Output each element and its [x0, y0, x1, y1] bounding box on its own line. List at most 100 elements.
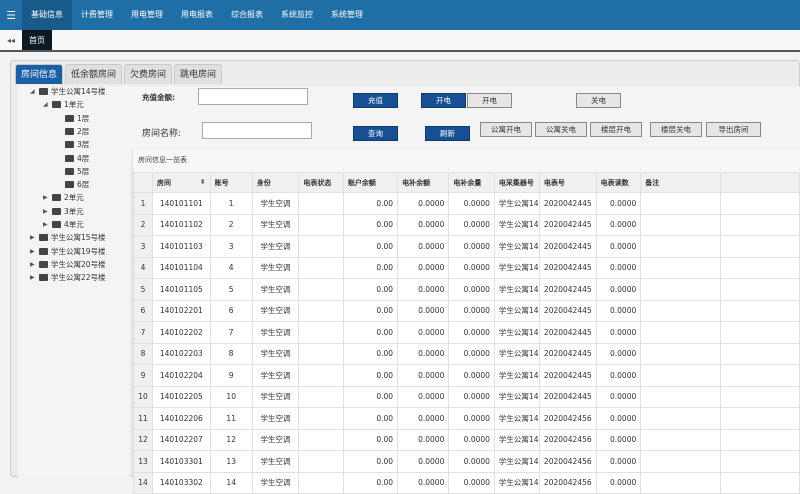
- tree-node[interactable]: ▶ 学生公寓22号楼: [30, 272, 106, 283]
- caret-right-icon[interactable]: ▶: [43, 194, 48, 202]
- table-row[interactable]: 41401011044学生空调0.000.00000.0000学生公寓14号20…: [133, 256, 800, 279]
- table-cell: 0.0000: [448, 471, 495, 494]
- column-header[interactable]: 电补余量: [448, 172, 495, 193]
- column-header[interactable]: 账户余额: [342, 172, 399, 193]
- tree-node[interactable]: ◢ 学生公寓14号楼: [30, 86, 106, 97]
- tree-node[interactable]: 2层: [56, 126, 89, 137]
- column-header[interactable]: 电采集器号: [493, 172, 540, 193]
- table-cell: 2: [209, 213, 253, 236]
- table-cell: 0.0000: [595, 364, 642, 387]
- tree-node[interactable]: 6层: [56, 179, 89, 190]
- power-off-button[interactable]: 关电: [576, 93, 621, 108]
- tree-node[interactable]: ◢ 1单元: [43, 99, 84, 110]
- table-cell: 0.0000: [448, 364, 495, 387]
- nav-item[interactable]: 综合报表: [231, 10, 263, 19]
- table-cell: 学生空调: [251, 213, 300, 236]
- table-row[interactable]: 71401022027学生空调0.000.00000.0000学生公寓14号20…: [133, 321, 800, 344]
- table-row[interactable]: 51401011055学生空调0.000.00000.0000学生公寓14号20…: [133, 278, 800, 301]
- tree-node[interactable]: ▶ 学生公寓20号楼: [30, 259, 106, 270]
- table-row[interactable]: 1414010330214学生空调0.000.00000.0000学生公寓14号…: [133, 471, 800, 494]
- column-header-label: 备注: [645, 178, 660, 187]
- export-rooms-button[interactable]: 导出房间: [706, 122, 761, 137]
- column-header[interactable]: 备注: [640, 172, 722, 193]
- caret-right-icon[interactable]: ▶: [30, 260, 35, 268]
- nav-item[interactable]: 基础信息: [22, 0, 72, 30]
- panel-tab[interactable]: 欠费房间: [124, 64, 173, 84]
- tree-node-label: 2单元: [64, 193, 84, 203]
- tree-node[interactable]: ▶ 4单元: [43, 219, 84, 230]
- tree-node[interactable]: 3层: [56, 139, 89, 150]
- column-header[interactable]: 账号: [209, 172, 253, 193]
- collapse-icon[interactable]: ◂◂: [6, 36, 16, 45]
- column-header[interactable]: 电补余额: [397, 172, 450, 193]
- tree-node[interactable]: ▶ 2单元: [43, 192, 84, 203]
- filler-cell: [720, 278, 800, 301]
- query-button[interactable]: 查询: [353, 126, 398, 141]
- nav-item[interactable]: 用电管理: [131, 10, 163, 19]
- table-cell: 12: [209, 428, 253, 451]
- panel-tab[interactable]: 房间信息: [15, 64, 64, 84]
- table-row[interactable]: 1114010220611学生空调0.000.00000.0000学生公寓14号…: [133, 407, 800, 430]
- table-row[interactable]: 31401011033学生空调0.000.00000.0000学生公寓14号20…: [133, 235, 800, 258]
- table-cell: [298, 450, 344, 473]
- table-row[interactable]: 1014010220510学生空调0.000.00000.0000学生公寓14号…: [133, 385, 800, 408]
- column-header[interactable]: 电表号: [538, 172, 597, 193]
- table-cell: 0.0000: [448, 213, 495, 236]
- caret-right-icon[interactable]: ▶: [43, 221, 48, 228]
- caret-right-icon[interactable]: ▶: [30, 247, 35, 255]
- table-row[interactable]: 91401022049学生空调0.000.00000.0000学生公寓14号20…: [133, 364, 800, 387]
- recharge-button[interactable]: 充值: [353, 93, 398, 108]
- nav-item[interactable]: 系统管理: [331, 10, 363, 19]
- table-cell: 学生公寓14号: [493, 192, 540, 215]
- table-row[interactable]: 81401022038学生空调0.000.00000.0000学生公寓14号20…: [133, 342, 800, 365]
- table-row[interactable]: 61401022016学生空调0.000.00000.0000学生公寓14号20…: [133, 299, 800, 322]
- filler-cell: [720, 192, 800, 215]
- table-cell: [640, 299, 722, 322]
- apartment-power-on-button[interactable]: 公寓开电: [480, 122, 532, 137]
- power-on-secondary-button[interactable]: 开电: [467, 93, 512, 108]
- table-cell: 0.0000: [595, 428, 642, 451]
- table-cell: 140102207: [151, 428, 211, 451]
- table-row[interactable]: 21401011022学生空调0.000.00000.0000学生公寓14号20…: [133, 213, 800, 236]
- column-header[interactable]: 电表读数: [595, 172, 642, 193]
- column-header[interactable]: 房间 ⬍: [151, 172, 211, 193]
- panel-tab[interactable]: 低余额房间: [65, 64, 123, 84]
- tree-node[interactable]: ▶ 学生公寓19号楼: [30, 246, 106, 257]
- panel-tab[interactable]: 跳电房间: [174, 64, 223, 84]
- caret-right-icon[interactable]: ▶: [30, 274, 35, 282]
- menu-icon[interactable]: ☰: [6, 8, 16, 22]
- table-cell: [640, 471, 722, 494]
- floor-power-off-button[interactable]: 楼层关电: [650, 122, 702, 137]
- apartment-power-off-button[interactable]: 公寓关电: [535, 122, 587, 137]
- tab-home[interactable]: 首页: [22, 30, 52, 50]
- tree-node[interactable]: 4层: [56, 153, 89, 164]
- table-cell: [298, 256, 344, 279]
- table-row[interactable]: 1314010330113学生空调0.000.00000.0000学生公寓14号…: [133, 450, 800, 473]
- table-cell: [298, 321, 344, 344]
- table-cell: 0.00: [342, 213, 399, 236]
- tree-node-label: 4层: [77, 153, 90, 163]
- floor-power-on-button[interactable]: 楼层开电: [590, 122, 642, 137]
- caret-right-icon[interactable]: ▶: [43, 207, 48, 215]
- caret-down-icon[interactable]: ◢: [43, 101, 48, 109]
- caret-down-icon[interactable]: ◢: [30, 88, 35, 95]
- nav-item[interactable]: 系统监控: [281, 10, 313, 19]
- caret-right-icon[interactable]: ▶: [30, 234, 35, 242]
- room-name-input[interactable]: [202, 122, 312, 139]
- column-header[interactable]: 身份: [251, 172, 300, 193]
- nav-item[interactable]: 计费管理: [81, 10, 113, 19]
- table-cell: 5: [209, 278, 253, 301]
- table-row[interactable]: 11401011011学生空调0.000.00000.0000学生公寓14号20…: [133, 192, 800, 215]
- table-row[interactable]: 1214010220712学生空调0.000.00000.0000学生公寓14号…: [133, 428, 800, 451]
- recharge-amount-input[interactable]: [198, 88, 308, 105]
- power-on-button[interactable]: 开电: [421, 93, 466, 108]
- sort-icon[interactable]: ⬍: [199, 177, 206, 186]
- tree-node[interactable]: 1层: [56, 113, 89, 124]
- nav-item[interactable]: 用电报表: [181, 10, 213, 19]
- tree-node[interactable]: 5层: [56, 166, 89, 177]
- table-cell: 0.0000: [595, 235, 642, 258]
- column-header[interactable]: 电表状态: [298, 172, 344, 193]
- refresh-button[interactable]: 刷新: [425, 126, 470, 141]
- tree-node[interactable]: ▶ 学生公寓15号楼: [30, 232, 106, 243]
- tree-node[interactable]: ▶ 3单元: [43, 206, 84, 217]
